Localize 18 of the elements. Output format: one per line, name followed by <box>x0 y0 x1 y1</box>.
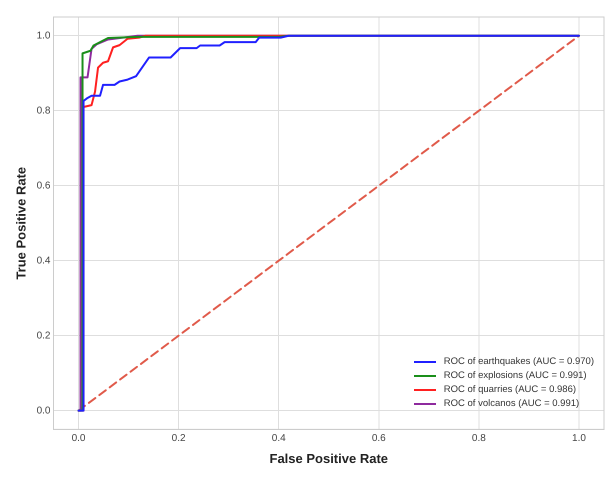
x-tick-label: 0.8 <box>472 433 486 444</box>
y-tick-label: 0.8 <box>36 105 51 116</box>
legend-label: ROC of quarries (AUC = 0.986) <box>444 383 576 397</box>
x-tick-label: 0.0 <box>72 433 86 444</box>
x-tick-label: 1.0 <box>572 433 586 444</box>
legend-label: ROC of earthquakes (AUC = 0.970) <box>444 355 594 369</box>
y-tick-label: 1.0 <box>36 30 51 42</box>
y-tick-label: 0.4 <box>36 255 51 266</box>
legend-label: ROC of volcanos (AUC = 0.991) <box>444 397 580 411</box>
x-tick-label: 0.6 <box>372 433 386 444</box>
x-tick-label: 0.4 <box>272 433 286 444</box>
y-tick-label: 0.2 <box>36 330 51 342</box>
y-tick-label: 0.6 <box>36 180 51 192</box>
y-tick-label: 0.0 <box>36 405 51 416</box>
legend-label: ROC of explosions (AUC = 0.991) <box>444 369 587 383</box>
x-axis-title: False Positive Rate <box>270 450 388 466</box>
y-axis-title: True Positive Rate <box>13 166 28 280</box>
x-tick-label: 0.2 <box>172 433 186 444</box>
